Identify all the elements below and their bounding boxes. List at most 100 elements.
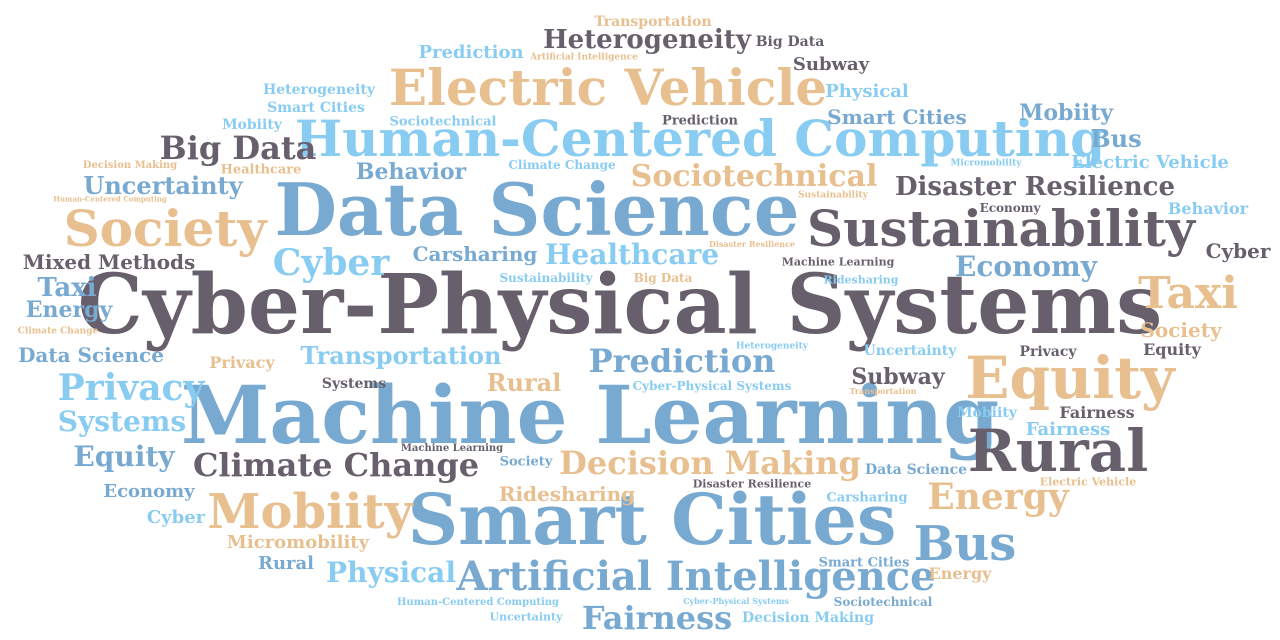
word-prediction-2: Prediction: [418, 42, 524, 63]
word-economy-3: Economy: [979, 201, 1041, 215]
word-energy-3: Energy: [928, 564, 992, 583]
word-physical-2: Physical: [825, 81, 909, 102]
word-healthcare-2: Healthcare: [220, 162, 302, 178]
word-transportation: Transportation: [300, 341, 502, 370]
word-society-3: Society: [499, 454, 553, 470]
word-smart-cities-3: Smart Cities: [818, 555, 910, 571]
word-taxi: Taxi: [1138, 268, 1238, 319]
word-cyber-physical-systems: Cyber-Physical Systems: [77, 257, 1163, 353]
word-electric-vehicle-3: Electric Vehicle: [1039, 475, 1137, 489]
word-fairness-3: Fairness: [1025, 419, 1111, 440]
word-mobiity: Mobiity: [207, 484, 413, 540]
word-uncertainty: Uncertainty: [83, 171, 243, 200]
word-mobiity-2: Mobiity: [1018, 100, 1114, 126]
word-smart-cities: Smart Cities: [407, 478, 897, 561]
word-heterogeneity: Heterogeneity: [543, 25, 751, 55]
word-physical: Physical: [326, 556, 456, 589]
word-sustainability-3: Sustainability: [499, 271, 593, 285]
word-bus: Bus: [913, 516, 1017, 572]
word-rural-2: Rural: [486, 368, 562, 397]
word-cyber-physical-systems-2: Cyber-Physical Systems: [632, 379, 792, 393]
word-carsharing-2: Carsharing: [826, 490, 908, 506]
word-mixed-methods-2: Mobiity: [222, 117, 282, 133]
word-subway: Subway: [851, 364, 945, 390]
word-privacy-2: Privacy: [1019, 344, 1077, 360]
word-economy: Economy: [955, 250, 1097, 283]
word-healthcare: Healthcare: [544, 238, 720, 271]
word-subway-2: Subway: [792, 54, 870, 75]
word-behavior-2: Behavior: [1167, 199, 1249, 218]
word-decision-making-2: Decision Making: [82, 160, 178, 171]
word-artificial-intelligence: Artificial Intelligence: [456, 553, 936, 600]
word-cyber-2: Cyber: [146, 507, 206, 528]
word-equity-3: Equity: [1143, 340, 1201, 359]
word-human-centered-computing-2: Human-Centered Computing: [53, 194, 167, 204]
word-climate-change-3: Climate Change: [17, 326, 99, 337]
word-sustainability-2: Sustainability: [798, 190, 868, 201]
word-big-data-3: Big Data: [633, 271, 693, 285]
word-human-centered-computing-3: Human-Centered Computing: [396, 597, 560, 608]
word-society: Society: [63, 199, 267, 258]
word-disaster-resilience: Disaster Resilience: [894, 172, 1176, 202]
word-machine-learning: Machine Learning: [180, 368, 1000, 462]
word-sociotechnical-2: Sociotechnical: [389, 114, 497, 130]
word-artificial-intelligence-2: Artificial Intelligence: [530, 52, 638, 63]
word-transportation-2: Transportation: [594, 14, 712, 30]
word-privacy: Privacy: [57, 367, 205, 409]
word-behavior: Behavior: [355, 159, 467, 185]
word-prediction: Prediction: [588, 342, 776, 380]
word-mobiity-3: Mobiity: [957, 405, 1017, 421]
word-electric-vehicle: Electric Vehicle: [388, 58, 828, 117]
word-sociotechnical-3: Sociotechnical: [833, 595, 933, 609]
word-fairness: Fairness: [581, 599, 733, 637]
word-smart-cities-2: Smart Cities: [827, 105, 967, 129]
word-energy: Energy: [927, 476, 1069, 518]
word-cyber-physical-systems-3: Cyber-Physical Systems: [683, 596, 789, 606]
word-rural: Rural: [967, 417, 1149, 485]
word-heterogeneity-2: Heterogeneity: [263, 82, 375, 98]
word-fairness-2: Fairness: [1059, 403, 1135, 422]
word-equity: Equity: [965, 344, 1175, 412]
word-mixed-methods: Mixed Methods: [22, 250, 196, 274]
word-human-centered-computing: Human-Centered Computing: [294, 109, 1106, 168]
word-sustainability: Sustainability: [807, 199, 1195, 258]
word-data-science-2: Data Science: [18, 343, 164, 367]
word-rural-3: Rural: [257, 553, 315, 574]
word-machine-learning-2: Machine Learning: [781, 255, 895, 269]
word-disaster-resilience-2: Disaster Resilience: [692, 477, 812, 491]
word-ridesharing-2: Ridesharing: [823, 273, 899, 287]
word-data-science-3: Data Science: [864, 462, 968, 478]
word-climate-change-2: Climate Change: [508, 158, 616, 172]
word-artificial-intelligence-3: Smart Cities: [267, 100, 365, 116]
word-privacy-3: Privacy: [209, 353, 275, 372]
word-systems: Systems: [57, 405, 187, 438]
word-uncertainty-2: Uncertainty: [863, 343, 957, 359]
word-data-science: Data Science: [274, 167, 800, 252]
word-machine-learning-3: Machine Learning: [400, 443, 504, 454]
word-ridesharing: Ridesharing: [498, 482, 636, 506]
word-decision-making: Decision Making: [559, 444, 861, 482]
word-electric-vehicle-2: Electric Vehicle: [1071, 152, 1229, 173]
word-systems-2: Systems: [321, 376, 387, 392]
word-economy-2: Economy: [103, 481, 195, 502]
word-micromobility: Micromobility: [226, 532, 370, 553]
word-sociotechnical: Sociotechnical: [630, 159, 878, 194]
word-transportation-3: Transportation: [849, 386, 917, 396]
word-big-data-2: Big Data: [755, 34, 825, 50]
word-cyber: Cyber: [272, 242, 390, 284]
word-disaster-resilience-3: Disaster Resilience: [708, 239, 796, 249]
word-carsharing: Carsharing: [412, 242, 538, 266]
word-uncertainty-3: Uncertainty: [489, 610, 563, 624]
word-society-2: Society: [1140, 318, 1222, 342]
word-micromobility-3: Micromobility: [950, 158, 1022, 169]
word-big-data: Big Data: [159, 129, 317, 167]
word-climate-change: Climate Change: [192, 446, 480, 484]
word-cyber-3: Cyber: [1205, 239, 1271, 263]
word-prediction-3: Prediction: [662, 113, 738, 129]
word-taxi-2: Taxi: [37, 273, 97, 303]
word-heterogeneity-3: Heterogeneity: [736, 341, 808, 352]
word-decision-making-3: Decision Making: [741, 610, 875, 626]
word-energy-2: Energy: [25, 297, 113, 323]
word-equity-2: Equity: [73, 440, 175, 473]
